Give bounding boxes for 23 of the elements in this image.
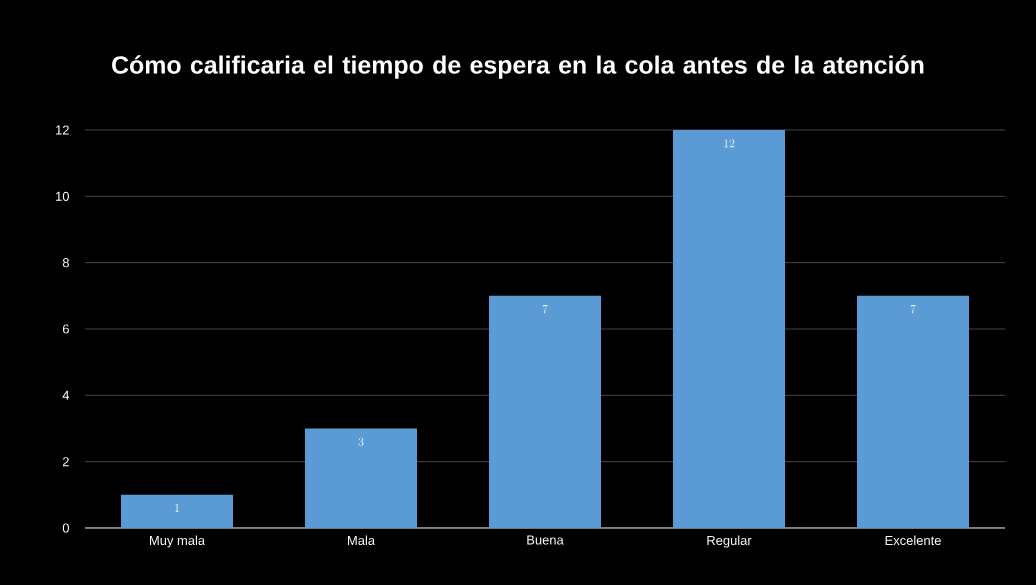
data-label: 3 xyxy=(358,437,364,446)
x-tick-label: Mala xyxy=(348,535,376,546)
data-label: 1 xyxy=(175,504,179,513)
data-label: 12 xyxy=(724,139,735,148)
bar xyxy=(673,129,786,528)
data-label: 7 xyxy=(910,304,916,314)
data-label: 7 xyxy=(542,304,548,314)
x-tick-label: Buena xyxy=(527,535,564,545)
bar xyxy=(489,295,602,528)
y-tick-label: 2 xyxy=(62,457,69,467)
y-tick-label: 6 xyxy=(62,324,69,334)
bar xyxy=(305,428,418,528)
y-tick-label: 4 xyxy=(62,390,70,400)
bar xyxy=(857,295,970,528)
y-tick-label: 8 xyxy=(62,258,69,268)
y-tick-label: 10 xyxy=(56,191,69,201)
y-tick-label: 0 xyxy=(62,523,69,533)
bar xyxy=(121,494,234,528)
x-tick-label: Regular xyxy=(707,535,752,548)
y-tick-label: 12 xyxy=(56,125,69,135)
x-tick-label: Muy mala xyxy=(150,535,206,548)
chart-title: Cómo calificaria el tiempo de espera en la cola antes de la atención xyxy=(112,55,924,79)
x-tick-label: Excelente xyxy=(885,535,941,546)
